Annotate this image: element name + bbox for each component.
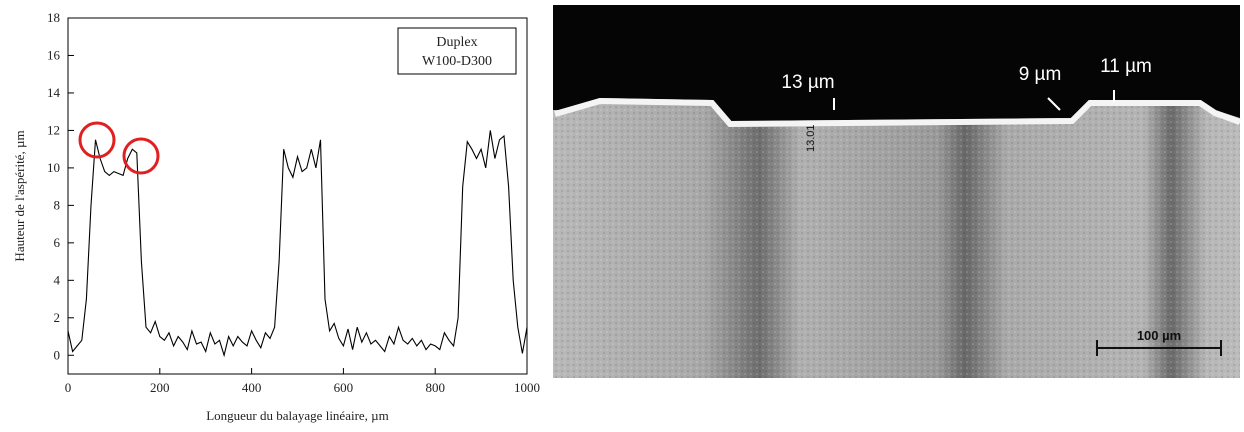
x-tick-label: 400	[242, 380, 262, 395]
annotation: W100-D300	[422, 54, 492, 69]
x-tick-label: 200	[150, 380, 170, 395]
profile-line	[67, 130, 528, 358]
x-tick-label: 0	[65, 380, 72, 395]
y-tick-label: 2	[54, 310, 61, 325]
mounting-resin	[553, 5, 1240, 121]
y-tick-label: 16	[47, 47, 61, 62]
thickness-label: 9 µm	[1019, 64, 1062, 85]
annotation-box	[397, 27, 517, 75]
annotation: Duplex	[436, 35, 477, 50]
y-tick-label: 14	[47, 85, 61, 100]
micrograph: 13 µm 9 µm 11 µm 13.01 100 µm	[553, 5, 1242, 378]
y-tick-label: 18	[47, 10, 60, 25]
measure-label: 13.01	[805, 124, 817, 152]
y-tick-label: 4	[54, 272, 61, 287]
y-tick-label: 0	[54, 347, 61, 362]
y-tick-label: 6	[54, 235, 61, 250]
thickness-label: 13 µm	[781, 72, 834, 93]
plot-frame	[67, 17, 528, 375]
y-tick-label: 10	[47, 160, 60, 175]
highlight-circle	[78, 121, 116, 159]
thickness-label: 11 µm	[1100, 56, 1152, 77]
scale-label: 100 µm	[1137, 328, 1181, 343]
highlight-circle	[122, 137, 160, 175]
x-tick-label: 800	[425, 380, 445, 395]
arrow	[1047, 97, 1061, 111]
x-axis-label: Longueur du balayage linéaire, µm	[206, 408, 389, 423]
coating	[554, 97, 1242, 128]
y-axis-label: Hauteur de l'aspérité, µm	[12, 130, 27, 261]
x-tick-label: 1000	[514, 380, 540, 395]
y-tick-label: 12	[47, 122, 60, 137]
profile-chart: 0 2 4 6 8 10 12 14 16 18 0 200 400 600 800 1000 Longueur…	[12, 10, 540, 423]
x-tick-label: 600	[334, 380, 354, 395]
y-tick-label: 8	[54, 197, 61, 212]
